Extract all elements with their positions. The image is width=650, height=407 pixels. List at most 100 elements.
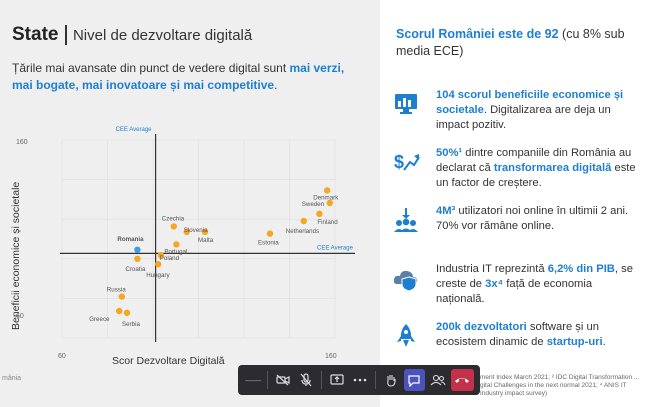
stat-it-bold: 6,2% din PIB bbox=[547, 263, 615, 275]
more-button[interactable] bbox=[350, 369, 370, 391]
data-point-serbia bbox=[123, 309, 131, 316]
camera-button[interactable] bbox=[273, 369, 293, 391]
data-point-poland bbox=[157, 252, 164, 259]
stat-it-rest: față de economia națională. bbox=[436, 278, 593, 305]
dollar-growth-icon: $ bbox=[394, 152, 420, 172]
stat-developers-bold2: startup-uri bbox=[546, 336, 603, 348]
data-point-russia bbox=[118, 293, 126, 300]
x-axis-label: Scor Dezvoltare Digitală bbox=[112, 355, 225, 367]
headline-bold: Scorul României este de 92 bbox=[396, 27, 559, 41]
point-label-hungary: Hungary bbox=[146, 272, 170, 279]
mic-off-icon bbox=[300, 373, 312, 387]
cee-x-average-label: CEE Average bbox=[116, 127, 153, 133]
stat-developers-rest: . bbox=[602, 336, 606, 348]
y-tick-label: 60 bbox=[16, 313, 24, 320]
y-tick-label: 160 bbox=[16, 139, 28, 146]
point-label-portugal: Portugal bbox=[164, 248, 187, 255]
stat-companies-bold: 50%¹ bbox=[436, 147, 463, 159]
title-divider bbox=[65, 25, 67, 45]
stat-companies-mid: dintre companiile din România au declara… bbox=[436, 147, 632, 174]
data-point-romania bbox=[134, 246, 141, 253]
point-label-romania: Romania bbox=[117, 236, 144, 243]
x-tick-label: 160 bbox=[325, 353, 337, 360]
stat-economic-rest: . Digitalizarea are deja un impact pozit… bbox=[436, 104, 611, 131]
stat-users-bold: 4M³ bbox=[436, 205, 456, 217]
intro-text: Țările mai avansate din punct de vedere … bbox=[12, 60, 362, 94]
point-label-sweden: Sweden bbox=[302, 201, 325, 208]
stat-developers-bold: 200k dezvoltatori bbox=[436, 321, 527, 333]
participants-icon bbox=[430, 374, 446, 386]
cee-y-average-label: CEE Average bbox=[317, 245, 354, 251]
users-download-icon bbox=[394, 208, 418, 232]
point-label-denmark: Denmark bbox=[313, 194, 339, 201]
slide-subtitle: Nivel de dezvoltare digitală bbox=[72, 26, 253, 44]
point-label-netherlands: Netherlands bbox=[286, 228, 319, 235]
data-point-finland bbox=[316, 210, 323, 217]
slide-title: State bbox=[12, 24, 59, 45]
point-label-slovenia: Slovenia bbox=[184, 227, 208, 234]
raise-hand-icon bbox=[387, 375, 396, 387]
stat-it-pre: Industria IT reprezintă bbox=[436, 263, 548, 275]
point-label-greece: Greece bbox=[89, 316, 110, 323]
data-point-netherlands bbox=[300, 217, 307, 225]
mic-button[interactable] bbox=[296, 369, 316, 391]
stat-companies-text: 50%¹ dintre companiile din România au de… bbox=[436, 146, 636, 191]
point-label-czechia: Czechia bbox=[162, 215, 185, 222]
data-point-portugal bbox=[173, 241, 180, 248]
slide-right-panel: Scorul României este de 92 (cu 8% sub me… bbox=[380, 0, 650, 407]
data-point-denmark bbox=[324, 187, 331, 194]
cloud-shield-icon bbox=[393, 270, 418, 292]
share-screen-button[interactable] bbox=[327, 369, 347, 391]
intro-highlight-1: mai verzi, bbox=[289, 61, 345, 75]
toolbar-divider bbox=[375, 371, 377, 389]
svg-text:$: $ bbox=[394, 152, 404, 172]
stat-companies-rest: este un factor de creștere. bbox=[436, 162, 636, 189]
y-axis-label: Beneficii economice și societale bbox=[10, 182, 22, 330]
rocket-icon bbox=[397, 324, 415, 347]
chat-button[interactable] bbox=[404, 369, 425, 391]
stat-it-text: Industria IT reprezintă 6,2% din PIB, se… bbox=[436, 262, 636, 307]
monitor-chart-icon bbox=[395, 94, 417, 114]
intro-highlight-2: mai bogate, mai inovatoare și mai compet… bbox=[12, 78, 275, 92]
slide-title-row: State Nivel de dezvoltare digitală bbox=[12, 24, 252, 46]
stat-economic-bold: 104 scorul beneficiile economice și soci… bbox=[436, 89, 624, 116]
point-label-russia: Russia bbox=[107, 287, 126, 294]
stat-companies-bold2: transformarea digitală bbox=[493, 162, 612, 174]
data-point-croatia bbox=[134, 255, 141, 262]
data-point-greece bbox=[116, 307, 123, 315]
headline-rest: (cu 8% sub media ECE) bbox=[396, 27, 625, 58]
headline: Scorul României este de 92 (cu 8% sub me… bbox=[396, 26, 636, 60]
point-label-malta: Malta bbox=[198, 237, 214, 244]
corner-text: mânia bbox=[2, 375, 22, 382]
more-icon bbox=[354, 378, 367, 382]
camera-off-icon bbox=[276, 374, 290, 386]
stat-developers-text: 200k dezvoltatori software și un ecosist… bbox=[436, 320, 636, 350]
toolbar-divider bbox=[321, 371, 323, 389]
data-point-malta bbox=[201, 228, 209, 235]
meeting-control-bar: —— bbox=[238, 365, 480, 395]
stat-it-bold2: 3x⁴ bbox=[485, 278, 504, 290]
slide-left-panel: State Nivel de dezvoltare digitală Țăril… bbox=[2, 24, 362, 382]
hang-up-button[interactable] bbox=[450, 369, 475, 391]
data-point-czechia bbox=[170, 223, 177, 230]
stat-developers-mid: software și un ecosistem dinamic de bbox=[436, 321, 599, 348]
scatter-chart: CEE Average CEE Average 60 160 160 60 Scor Dez… bbox=[10, 127, 355, 367]
intro-plain: Țările mai avansate din punct de vedere … bbox=[12, 61, 290, 75]
stat-users-rest: utilizatori noi online în ultimii 2 ani.… bbox=[436, 205, 629, 232]
share-screen-icon bbox=[330, 374, 344, 385]
data-point-hungary bbox=[155, 261, 162, 268]
point-label-serbia: Serbia bbox=[122, 321, 140, 328]
raise-hand-button[interactable] bbox=[381, 369, 401, 391]
data-point-slovenia bbox=[183, 228, 190, 235]
point-label-croatia: Croatia bbox=[125, 266, 146, 273]
x-tick-label: 60 bbox=[58, 353, 66, 360]
hang-up-icon bbox=[455, 378, 470, 383]
meeting-timer: —— bbox=[245, 375, 262, 385]
point-label-estonia: Estonia bbox=[258, 240, 279, 247]
point-label-finland: Finland bbox=[317, 219, 338, 226]
stat-economic-text: 104 scorul beneficiile economice și soci… bbox=[436, 88, 636, 133]
intro-end: . bbox=[274, 78, 278, 92]
toolbar-divider bbox=[267, 371, 269, 389]
stat-users-text: 4M³ utilizatori noi online în ultimii 2 … bbox=[436, 204, 636, 234]
participants-button[interactable] bbox=[428, 369, 448, 391]
